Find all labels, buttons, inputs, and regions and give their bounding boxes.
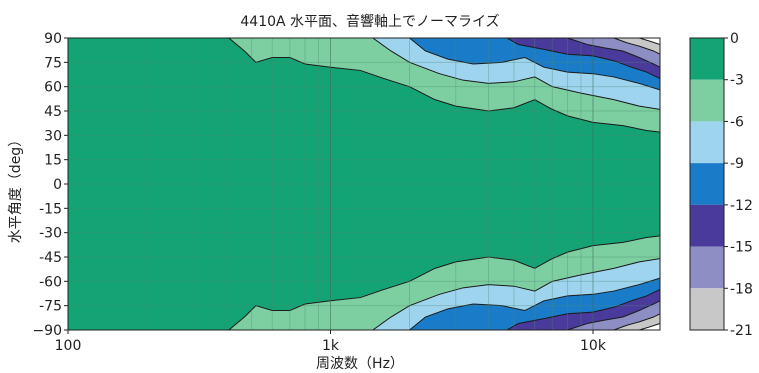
y-tick-label: -30: [39, 226, 62, 242]
colorbar-tick-label: -21: [730, 323, 753, 339]
colorbar-swatch: [690, 79, 724, 122]
colorbar-tick-label: -6: [730, 114, 744, 130]
colorbar-swatch: [690, 204, 724, 247]
x-axis: 100 1k 10k: [55, 330, 607, 354]
contour-line: [228, 235, 661, 331]
x-tick-label: 10k: [580, 338, 607, 354]
y-tick-label: −90: [32, 323, 62, 339]
y-axis: 90 75 60 45 30 15 0 -15 -30 -45 -60 -75 −90: [32, 31, 68, 339]
colorbar-tick-label: -3: [730, 73, 744, 89]
contour-line: [567, 300, 661, 331]
contour-region: [639, 38, 660, 45]
contour-line: [372, 37, 661, 110]
colorbar-swatch: [690, 246, 724, 289]
contour-line: [228, 37, 661, 133]
colorbar: 0 -3 -6 -9 -12 -15 -18 -21: [689, 31, 753, 339]
y-axis-label: 水平角度（deg）: [8, 133, 24, 243]
contour-line: [639, 323, 661, 331]
y-tick-label: 30: [44, 128, 62, 144]
colorbar-tick-label: -15: [730, 240, 753, 256]
colorbar-swatch: [690, 288, 724, 330]
y-tick-label: 90: [44, 31, 62, 47]
chart-title: 4410A 水平面、音響軸上でノーマライズ: [240, 13, 499, 30]
contour-line: [409, 37, 661, 91]
contour-line: [613, 313, 661, 331]
y-tick-label: -15: [39, 201, 62, 217]
y-tick-label: 45: [44, 104, 62, 120]
x-axis-label: 周波数（Hz）: [316, 356, 404, 372]
y-tick-label: 15: [44, 153, 62, 169]
colorbar-swatch: [690, 163, 724, 205]
y-tick-label: -75: [39, 299, 62, 315]
colorbar-swatch: [690, 38, 724, 80]
y-tick-label: -45: [39, 250, 62, 266]
y-tick-label: 0: [53, 177, 62, 193]
x-tick-label: 100: [55, 338, 82, 354]
colorbar-frame: [689, 37, 725, 331]
contour-line: [567, 37, 661, 68]
contour-line: [613, 37, 661, 55]
y-tick-label: 60: [44, 80, 62, 96]
y-tick-label: 75: [44, 55, 62, 71]
grid-lines: [68, 38, 660, 330]
colorbar-tick-label: 0: [730, 31, 739, 47]
y-tick-label: -60: [39, 274, 62, 290]
colorbar-tick-label: -12: [730, 198, 753, 214]
contour-region: [639, 323, 660, 330]
colorbar-tick-label: -18: [730, 281, 753, 297]
plot-area: [67, 37, 661, 331]
colorbar-swatch: [690, 121, 724, 164]
contour-line: [372, 258, 661, 331]
contour-line: [409, 277, 661, 331]
x-tick-label: 1k: [322, 338, 340, 354]
contour-line: [639, 37, 661, 45]
colorbar-tick-label: -9: [730, 156, 744, 172]
